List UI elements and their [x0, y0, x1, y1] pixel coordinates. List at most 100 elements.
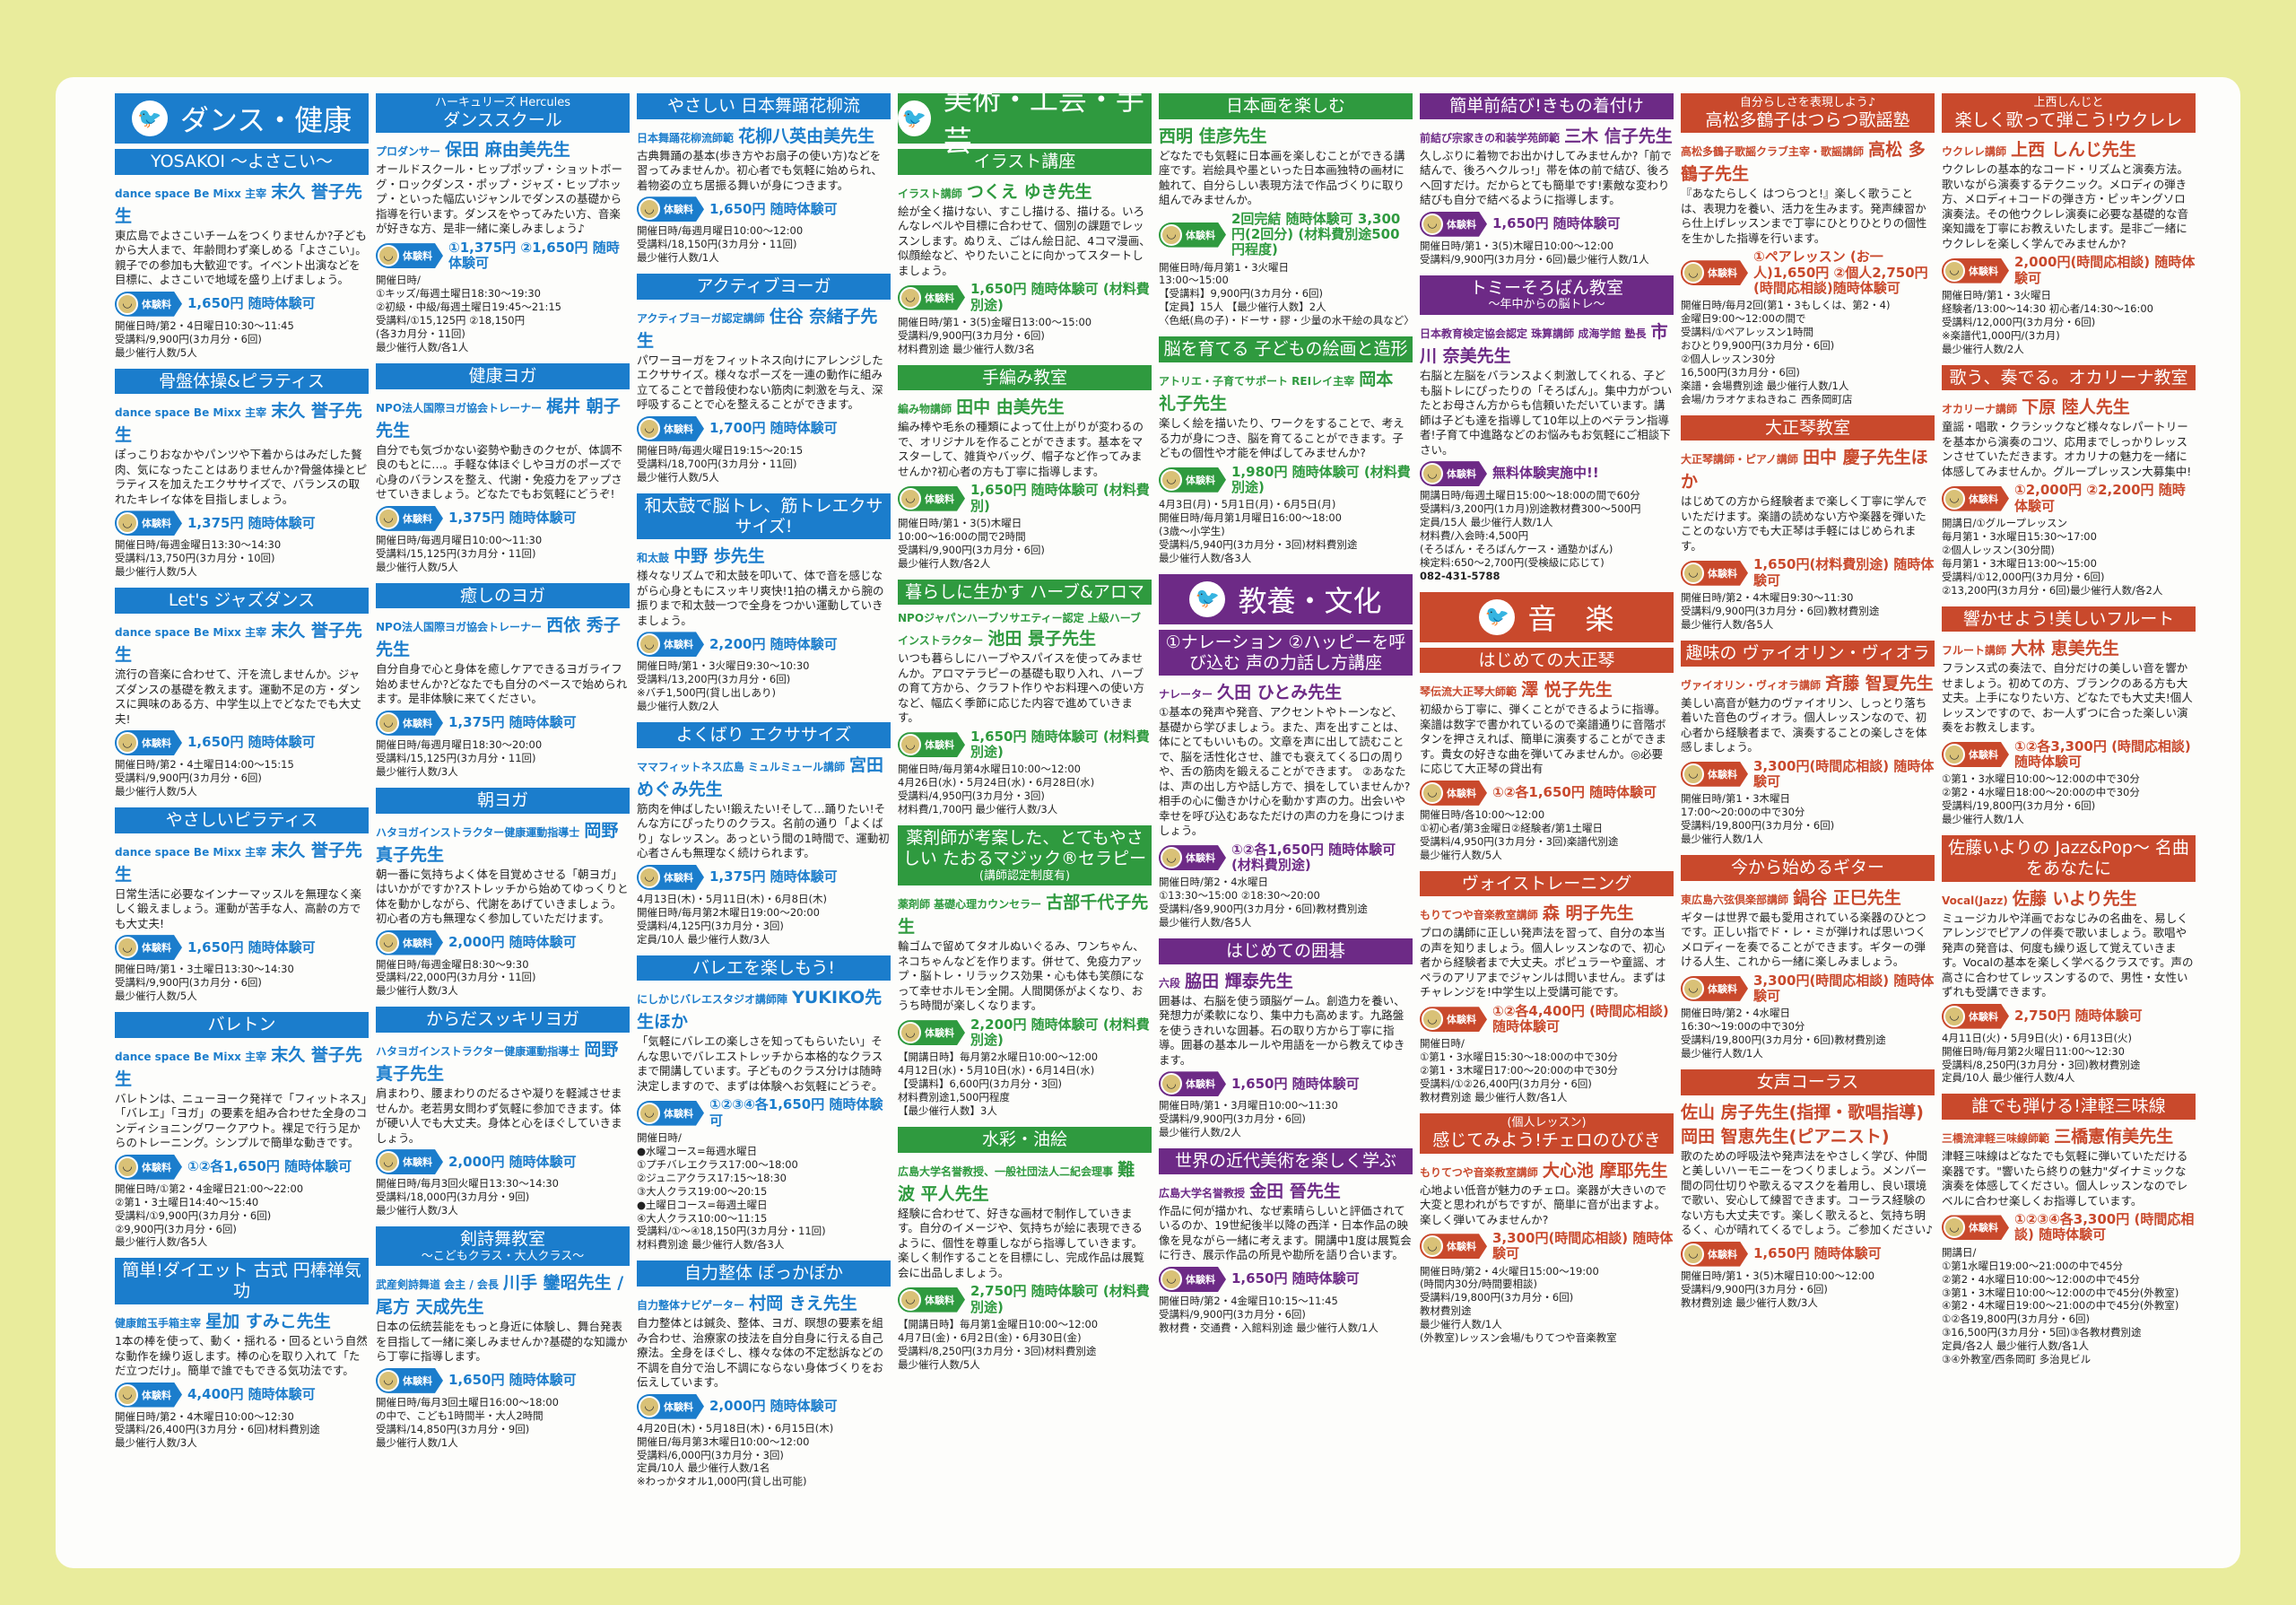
trial-fee: ◡ 体験料 ①②各3,300円 (時間応相談) 随時体験可 [1942, 737, 2196, 771]
course-description: 筋肉を伸ばしたい!鍛えたい!そして…踊りたい!そんな方にぴったりのクラス。名前の… [637, 801, 890, 860]
course-info-line: の中で、こども1時間半・大人2時間 [376, 1409, 544, 1422]
trial-fee-label: 体験料 [1969, 1010, 1998, 1023]
course-title-text: 大正琴教室 [1764, 417, 1850, 438]
instructor: フルート講師 大林 恵美先生 [1942, 635, 2196, 659]
instructor: 広島大学名誉教授、一般社団法人二紀会理事 難波 平人先生 [898, 1156, 1152, 1205]
trial-fee-label: 体験料 [664, 204, 693, 216]
course-title: 佐藤いよりの Jazz&Pop～ 名曲をあなたに [1942, 835, 2196, 882]
trial-fee-label: 体験料 [925, 1027, 954, 1040]
instructor: Vocal(Jazz) 佐藤 いより先生 [1942, 885, 2196, 910]
smiley-icon: ◡ [639, 198, 660, 221]
course-info-line: 受講料/①②26,400円(3カ月分・6回) [1420, 1077, 1592, 1091]
course-card: 大正琴教室 大正琴講師・ピアノ講師 田中 慶子先生ほか はじめての方から経験者まで楽… [1681, 414, 1935, 632]
course-column: やさしい 日本舞踊花柳流 日本舞踊花柳流師範 花柳八英由美先生 古典舞踊の基本(歩き… [637, 93, 891, 1565]
smiley-icon: ◡ [1683, 262, 1704, 284]
trial-fee-badge: ◡ 体験料 [1420, 1234, 1487, 1260]
smiley-icon: ◡ [639, 866, 660, 888]
instructor: NPO法人国際ヨガ協会トレーナー 西依 秀子先生 [376, 612, 630, 660]
instructor: NPO法人国際ヨガ協会トレーナー 梶井 朝子先生 [376, 393, 630, 441]
trial-fee: ◡ 体験料 2,000円 随時体験可 [376, 929, 630, 955]
course-info-line: 受講料/15,125円(3カ月分・11回) [376, 751, 536, 764]
instructor-role: 和太鼓 [637, 552, 670, 565]
trial-fee-badge: ◡ 体験料 [637, 1393, 704, 1419]
course-column: 上西しんじと 楽しく歌って弾こう!ウクレレ ウクレレ講師 上西 しんじ先生 ウクレレの… [1942, 93, 2196, 1565]
course-info-line: 受講料/18,150円(3カ月分・11回) [637, 238, 797, 251]
course-title: はじめての大正琴 [1420, 647, 1674, 674]
course-title-text: 簡単!ダイエット 古式 円棒禅気功 [122, 1260, 361, 1302]
instructor-name: 佐山 房子先生(指揮・歌唱指導) 岡田 智恵先生(ピアニスト) [1681, 1102, 1924, 1147]
instructor-name: 大心池 摩耶先生 [1542, 1160, 1668, 1181]
course-title-text: 骨盤体操&ピラティス [159, 371, 325, 391]
course-title-text: 高松多鶴子はつらつ歌謡塾 [1705, 109, 1910, 130]
instructor: にしかじバレエスタジオ講師陣 YUKIKO先生ほか [637, 984, 891, 1033]
course-info-line: 検定料:650～2,700円(受検級に応じて) [1420, 555, 1605, 569]
course-description: 初級から丁寧に、弾くことができるように指導。楽譜は数字で書かれているので楽譜通り… [1420, 702, 1667, 776]
course-description: 自力整体とは鍼灸、整体、ヨガ、瞑想の要素を組み合わせ、治療家の技法を自分自身に行… [637, 1316, 884, 1390]
instructor: 健康館玉手箱主宰 星加 すみこ先生 [115, 1308, 369, 1332]
instructor-name: 脇田 輝泰先生 [1185, 971, 1293, 991]
course-info-line: 受講料/①9,900円(3カ月分・6回) [115, 1208, 272, 1222]
smiley-icon: ◡ [1944, 1005, 1965, 1027]
instructor-role: 東広島六弦倶楽部講師 [1681, 893, 1789, 906]
course-card: 剣詩舞教室 ～こどもクラス・大人クラス～ 武産剣詩舞道 会主 / 会長 川手 鑾昭先… [376, 1226, 630, 1450]
course-description: 美しい高音が魅力のヴァイオリン、しっとり落ち着いた音色のヴィオラ。個人レッスンな… [1681, 695, 1927, 755]
trial-fee-badge: ◡ 体験料 [1159, 845, 1226, 871]
trial-fee-label: 体験料 [1186, 1078, 1215, 1091]
course-description: 朝一番に気持ちよく体を目覚めさせる「朝ヨガ」はいかがですか?ストレッチから始めて… [376, 867, 629, 926]
course-description: 輪ゴムで留めてタオルぬいぐるみ、ワンちゃん、ネコちゃんなどを作ります。併せて、免… [898, 939, 1144, 1013]
trial-fee: ◡ 体験料 ①ペアレッスン (お一人)1,650円 ②個人2,750円 (時間応相談… [1681, 249, 1935, 296]
trial-fee-label: 体験料 [1447, 1241, 1476, 1253]
course-info-line: 開催日時/第1・3火曜日9:30～10:30 [637, 659, 810, 673]
instructor: 日本舞踊花柳流師範 花柳八英由美先生 [637, 123, 891, 147]
course-info-line: 開催日時/第2・4木曜日10:00～12:30 [115, 1409, 294, 1423]
category-title: 美術・工芸・手芸 [943, 93, 1144, 158]
trial-fee-amount: 1,650円 随時体験可 [1492, 215, 1621, 232]
course-info-line: 開催日時/毎月3回土曜日16:00～18:00 [376, 1395, 559, 1409]
course-info-line: 定員/各2人 最少催行人数/各1人 [1942, 1339, 2090, 1353]
course-info-line: 最少催行人数/5人 [115, 565, 197, 579]
instructor: プロダンサー 保田 麻由美先生 [376, 136, 630, 161]
course-title: 暮らしに生かす ハーブ&アロマ [898, 579, 1152, 606]
course-info-line: 13:00～15:00 [1159, 274, 1229, 287]
course-title: 上西しんじと 楽しく歌って弾こう!ウクレレ [1942, 93, 2196, 134]
course-title: 歌う、奏でる。オカリーナ教室 [1942, 364, 2196, 391]
course-title: バレトン [115, 1011, 369, 1038]
course-info-line: 開催日時/ [637, 1130, 682, 1144]
trial-fee-badge: ◡ 体験料 [1681, 761, 1748, 787]
trial-fee-badge: ◡ 体験料 [898, 732, 965, 758]
course-info-line: 受講料/8,250円(3カ月分・3回)材料費別途 [898, 1344, 1097, 1357]
instructor-name: 星加 すみこ先生 [205, 1312, 331, 1332]
trial-fee-amount: ①②各3,300円 (時間応相談) 随時体験可 [2014, 737, 2191, 771]
course-info-line: 受講料/①ペアレッスン1時間 [1681, 326, 1813, 339]
smiley-icon: ◡ [1683, 763, 1704, 785]
instructor-name: 末久 誉子先生 [115, 1044, 362, 1089]
course-card: からだスッキリヨガ ハタヨガインストラクター健康運動指導士 岡野 真子先生 肩まわり… [376, 1007, 630, 1217]
trial-fee-label: 体験料 [1708, 982, 1737, 995]
course-description: ミュージカルや洋画でおなじみの名曲を、易しくアレンジでピアノの伴奏で歌いましょう… [1942, 911, 2194, 999]
trial-fee-amount: 1,650円 随時体験可 (材料費別) [970, 482, 1150, 514]
course-info-line: 定員/10人 最少催行人数/3人 [637, 932, 770, 946]
course-card: ハーキュリーズ Hercules ダンススクール プロダンサー 保田 麻由美先生 オー… [376, 93, 630, 354]
course-card: はじめての大正琴 琴伝流大正琴大師範 澤 悦子先生 初級から丁寧に、弾くことができる… [1420, 647, 1674, 862]
course-info-line: 受講料/4,950円(3カ月分・3回) [898, 789, 1045, 803]
course-title-text: 癒しのヨガ [459, 585, 545, 606]
course-info-line: 楽譜・会場費別途 最少催行人数/1人 [1681, 379, 1849, 392]
instructor-name: 澤 悦子先生 [1521, 680, 1613, 701]
course-card: やさしい 日本舞踊花柳流 日本舞踊花柳流師範 花柳八英由美先生 古典舞踊の基本(歩き… [637, 93, 891, 265]
course-info-line: ●土曜日コース=毎週土曜日 [637, 1198, 768, 1211]
trial-fee-badge: ◡ 体験料 [1420, 780, 1487, 806]
course-title-text: 和太鼓で脳トレ、筋トレエクササイズ! [644, 495, 883, 536]
instructor-name: YUKIKO先生ほか [637, 988, 883, 1033]
instructor-name: 川手 鑾昭先生 / 尾方 天成先生 [376, 1273, 624, 1318]
course-info-line: 受講料/9,900円(3カ月分・6回) [898, 328, 1045, 342]
course-info-line: 最少催行人数/各5人 [1681, 617, 1774, 631]
course-title: 今から始めるギター [1681, 854, 1935, 881]
instructor-role: dance space Be Mixx 主宰 [115, 845, 267, 859]
course-info-line: 【受講料】6,600円(3カ月分・3回) [898, 1077, 1063, 1091]
course-info-line: 受講料/5,940円(3カ月分・3回)材料費別途 [1159, 537, 1358, 551]
course-column: ハーキュリーズ Hercules ダンススクール プロダンサー 保田 麻由美先生 オー… [376, 93, 630, 1565]
category-title: 音 楽 [1527, 601, 1614, 636]
trial-fee: ◡ 体験料 1,700円 随時体験可 [637, 415, 891, 441]
trial-fee-amount: 2,750円 随時体験可 [2014, 1007, 2143, 1025]
course-info-line: 受講料/9,900円(3カ月分・6回) [1159, 1307, 1306, 1321]
